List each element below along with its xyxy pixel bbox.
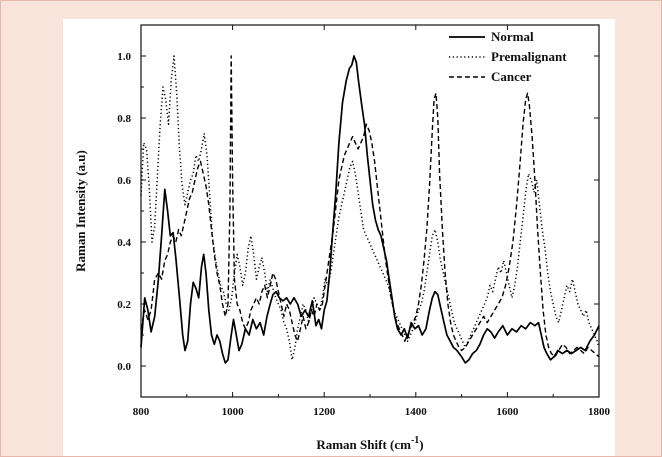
- x-axis-title-main: Raman Shift (cm: [316, 437, 411, 452]
- x-axis-title-tail: ): [419, 437, 423, 452]
- y-tick-label: 0.6: [117, 175, 131, 187]
- x-axis-title: Raman Shift (cm-1): [316, 435, 423, 452]
- series-line-normal: [140, 55, 600, 364]
- y-tick-label: 0.4: [117, 237, 131, 249]
- legend: Normal Premalignant Cancer: [449, 29, 567, 84]
- x-tick-label: 1600: [496, 406, 519, 418]
- y-axis-title: Raman Intensity (a.u): [73, 150, 88, 272]
- legend-label-cancer: Cancer: [491, 69, 532, 84]
- y-tick-label: 1.0: [117, 51, 131, 63]
- y-tick-label: 0.2: [117, 299, 131, 311]
- legend-label-premalignant: Premalignant: [491, 49, 567, 64]
- x-tick-label: 800: [133, 406, 150, 418]
- axis-ticks: 800 1000 1200 1400 1600 1800 0.0 0.2 0.4 0.6 0.8 1.…: [117, 25, 611, 418]
- x-tick-label: 1400: [405, 406, 428, 418]
- series-line-cancer: [140, 55, 600, 358]
- x-tick-label: 1000: [222, 406, 245, 418]
- x-tick-label: 1800: [588, 406, 611, 418]
- legend-label-normal: Normal: [491, 29, 534, 44]
- y-tick-label: 0.8: [117, 113, 131, 125]
- series-layer: [140, 55, 600, 364]
- y-tick-label: 0.0: [117, 361, 131, 373]
- x-axis-title-superscript: -1: [411, 435, 419, 446]
- series-line-premalignant: [140, 55, 600, 361]
- x-tick-label: 1200: [313, 406, 336, 418]
- raman-spectrum-chart: 800 1000 1200 1400 1600 1800 0.0 0.2 0.4 0.6 0.8 1.…: [73, 24, 611, 452]
- figure-panel: 800 1000 1200 1400 1600 1800 0.0 0.2 0.4 0.6 0.8 1.…: [63, 19, 615, 456]
